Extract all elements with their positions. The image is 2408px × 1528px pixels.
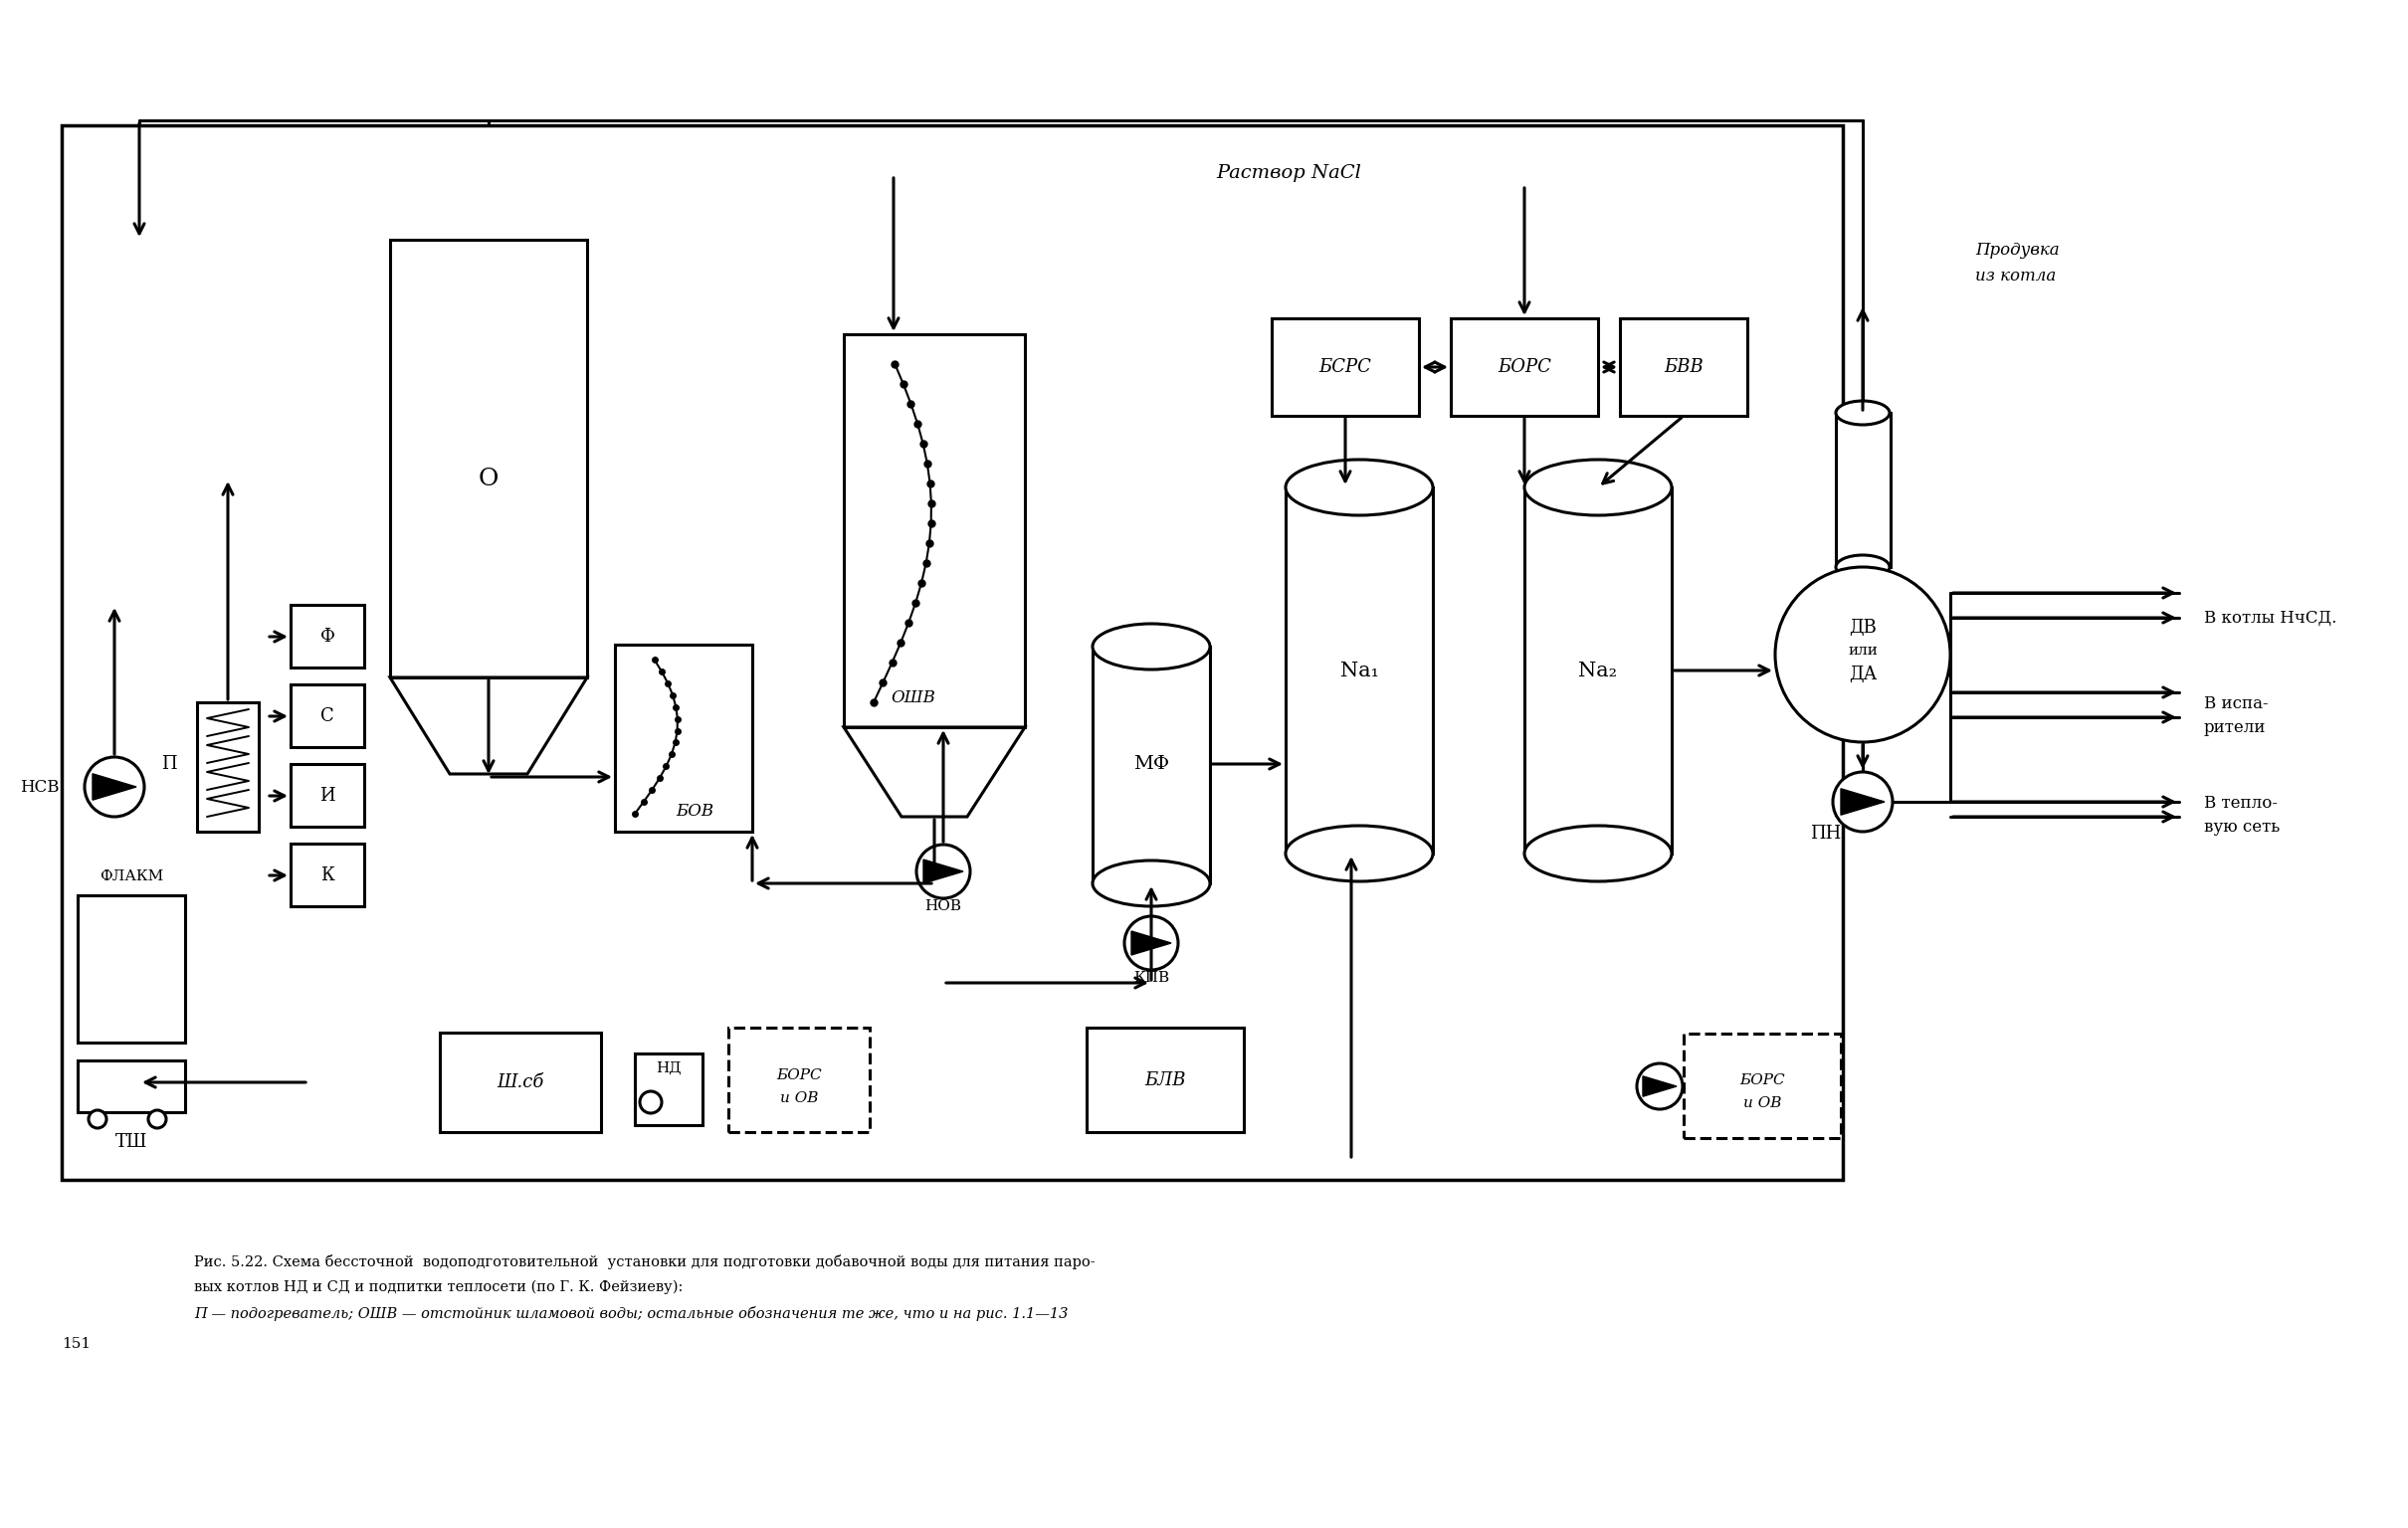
Polygon shape [92, 773, 137, 801]
Text: Рис. 5.22. Схема бессточной  водоподготовительной  установки для подготовки доба: Рис. 5.22. Схема бессточной водоподготов… [195, 1254, 1096, 1268]
Circle shape [1637, 1063, 1683, 1109]
Circle shape [917, 845, 970, 898]
Text: и ОВ: и ОВ [1743, 1096, 1782, 1111]
Circle shape [149, 1111, 166, 1128]
Text: В котлы НчСД.: В котлы НчСД. [2203, 610, 2336, 626]
Ellipse shape [1286, 460, 1433, 515]
Bar [614, 645, 751, 831]
Bar [1271, 318, 1418, 416]
Bar [1835, 413, 1890, 567]
Circle shape [1775, 567, 1950, 743]
Text: П: П [161, 755, 178, 773]
Text: О: О [479, 468, 498, 490]
Text: Na₁: Na₁ [1339, 662, 1377, 680]
Ellipse shape [1835, 555, 1890, 579]
Text: БОРС: БОРС [1739, 1073, 1784, 1088]
Text: БСРС: БСРС [1320, 358, 1373, 376]
Circle shape [89, 1111, 106, 1128]
Bar [291, 605, 364, 668]
Ellipse shape [1524, 825, 1671, 882]
Bar [441, 1033, 602, 1132]
Bar [1286, 487, 1433, 854]
Text: БОРС: БОРС [1498, 358, 1551, 376]
Text: К: К [320, 866, 335, 885]
Circle shape [641, 1091, 662, 1114]
Text: или: или [1847, 643, 1878, 657]
Ellipse shape [1093, 860, 1209, 906]
Text: БВВ: БВВ [1664, 358, 1702, 376]
Bar [833, 284, 1269, 1002]
Bar [843, 335, 1026, 727]
Text: 151: 151 [63, 1337, 92, 1351]
Text: БОРС: БОРС [775, 1068, 821, 1082]
Bar [1086, 1028, 1245, 1132]
Ellipse shape [1524, 460, 1671, 515]
Circle shape [1832, 772, 1893, 831]
Circle shape [1125, 917, 1178, 970]
Polygon shape [1642, 1076, 1676, 1097]
Bar [1683, 1033, 1840, 1138]
Polygon shape [1840, 788, 1885, 814]
Text: НД: НД [655, 1062, 681, 1076]
Bar [1450, 318, 1599, 416]
Bar [291, 843, 364, 906]
Text: НСВ: НСВ [19, 778, 60, 796]
Text: П — подогреватель; ОШВ — отстойник шламовой воды; остальные обозначения те же, ч: П — подогреватель; ОШВ — отстойник шламо… [195, 1306, 1069, 1322]
Circle shape [84, 756, 144, 817]
Text: БЛВ: БЛВ [1144, 1071, 1185, 1089]
Bar [77, 1060, 185, 1112]
Text: вую сеть: вую сеть [2203, 817, 2280, 836]
Bar [1524, 487, 1671, 854]
Bar [63, 125, 1842, 1180]
Text: из котла: из котла [1975, 267, 2056, 286]
Bar [1621, 318, 1748, 416]
Text: В испа-: В испа- [2203, 695, 2268, 712]
Text: ПН: ПН [1811, 825, 1842, 842]
Bar [291, 764, 364, 827]
Text: Na₂: Na₂ [1580, 662, 1618, 680]
Bar [1093, 646, 1209, 883]
Text: КПВ: КПВ [1134, 970, 1170, 986]
Bar [291, 685, 364, 747]
Text: И: И [320, 787, 335, 805]
Text: БОВ: БОВ [677, 804, 713, 821]
Text: Продувка: Продувка [1975, 241, 2059, 258]
Text: Ф: Ф [320, 628, 335, 646]
Bar [197, 703, 258, 831]
Bar [727, 1028, 869, 1132]
Text: В тепло-: В тепло- [2203, 796, 2278, 813]
Ellipse shape [1835, 400, 1890, 425]
Text: ДВ: ДВ [1849, 619, 1876, 637]
Text: ДА: ДА [1849, 666, 1876, 683]
Polygon shape [922, 859, 963, 883]
Polygon shape [1132, 931, 1170, 955]
Bar [636, 1053, 703, 1125]
Text: С: С [320, 707, 335, 726]
Text: и ОВ: и ОВ [780, 1091, 819, 1105]
Bar [77, 895, 185, 1042]
Text: Ш.сб: Ш.сб [496, 1073, 544, 1091]
Text: ОШВ: ОШВ [891, 689, 937, 706]
Text: рители: рители [2203, 718, 2266, 735]
Text: ТШ: ТШ [116, 1134, 147, 1151]
Ellipse shape [1286, 825, 1433, 882]
Bar [390, 240, 588, 677]
Text: ФЛАКМ: ФЛАКМ [99, 869, 164, 883]
Text: Раствор NaCl: Раствор NaCl [1216, 163, 1361, 182]
Ellipse shape [1093, 623, 1209, 669]
Text: МФ: МФ [1134, 755, 1170, 773]
Text: НОВ: НОВ [925, 900, 961, 914]
Text: вых котлов НД и СД и подпитки теплосети (по Г. К. Фейзиеву):: вых котлов НД и СД и подпитки теплосети … [195, 1280, 684, 1294]
